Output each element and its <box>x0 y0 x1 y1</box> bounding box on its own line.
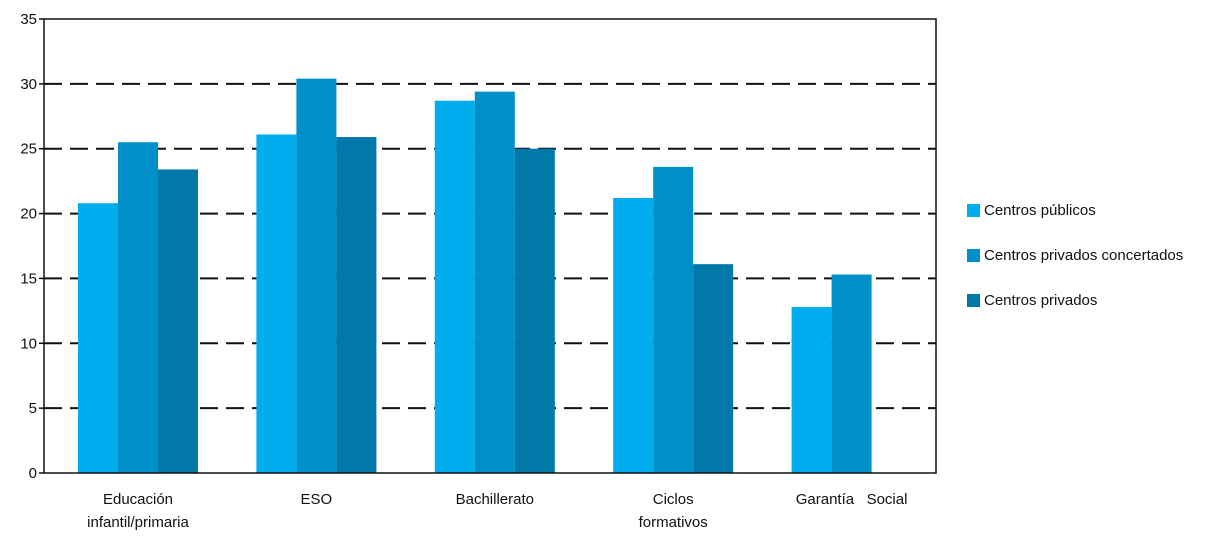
category-label-line: Garantía Social <box>796 491 908 508</box>
category-label-3: Bachillerato <box>456 491 534 508</box>
bar-series1-cat4 <box>613 198 654 473</box>
legend-label-centros-privados-concertados: Centros privados concertados <box>984 247 1184 264</box>
legend-swatch-centros-privados-concertados <box>967 249 980 262</box>
legend-swatch-centros-privados <box>967 294 980 307</box>
legend-item-centros-privados-concertados: Centros privados concertados <box>967 244 1183 267</box>
bar-series2-cat4 <box>653 166 694 474</box>
bar-series2-cat3 <box>474 91 515 473</box>
y-tick-label-15: 15 <box>20 270 37 287</box>
legend-item-centros-privados: Centros privados <box>967 289 1183 312</box>
y-tick-label-20: 20 <box>20 206 37 223</box>
y-tick-label-5: 5 <box>29 400 37 417</box>
bar-series1-cat3 <box>434 100 475 473</box>
y-tick-label-0: 0 <box>29 465 37 482</box>
legend-item-centros-publicos: Centros públicos <box>967 199 1183 222</box>
plot-frame <box>43 18 937 474</box>
bar-series2-cat1 <box>118 142 158 473</box>
bar-series3-cat4 <box>693 264 734 473</box>
bar-series1-cat1 <box>78 203 118 474</box>
category-label-line: Ciclos <box>653 491 694 508</box>
category-label-1: Educación infantil/primaria <box>87 491 189 531</box>
bar-series3-cat2 <box>336 137 377 474</box>
y-tick-label-35: 35 <box>20 11 37 28</box>
y-tick-label-10: 10 <box>20 335 37 352</box>
bar-series1-cat2 <box>256 134 297 473</box>
legend-swatch-centros-publicos <box>967 204 980 217</box>
category-label-2: ESO <box>301 491 333 508</box>
category-label-line: infantil/primaria <box>87 514 189 531</box>
category-label-line: Bachillerato <box>456 491 534 508</box>
y-tick-label-30: 30 <box>20 76 37 93</box>
legend-label-centros-privados: Centros privados <box>984 292 1098 309</box>
bar-series3-cat1 <box>158 169 198 473</box>
bar-series2-cat5 <box>831 274 872 473</box>
bar-series2-cat2 <box>296 78 337 473</box>
category-label-line: Educación <box>103 491 173 508</box>
category-label-4: Ciclos formativos <box>639 491 708 531</box>
category-label-5: Garantía Social <box>796 491 908 508</box>
category-label-line: formativos <box>639 514 708 531</box>
category-label-line: ESO <box>301 491 333 508</box>
legend: Centros públicos Centros privados concer… <box>967 199 1183 334</box>
legend-label-centros-publicos: Centros públicos <box>984 202 1096 219</box>
bar-series1-cat5 <box>791 306 832 473</box>
y-tick-label-25: 25 <box>20 141 37 158</box>
bar-series3-cat3 <box>514 148 555 473</box>
